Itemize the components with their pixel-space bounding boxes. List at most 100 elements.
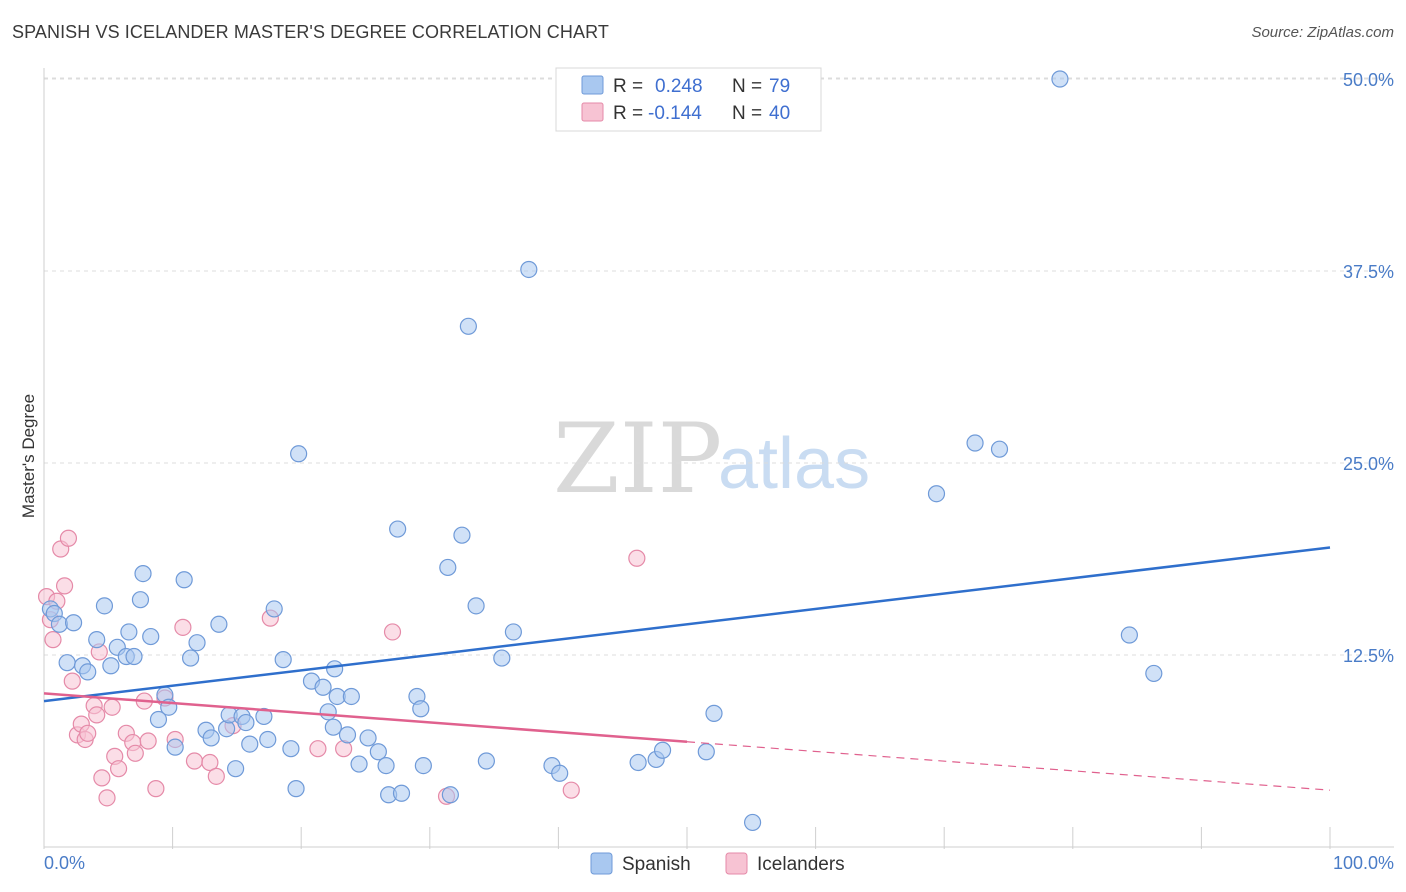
icelanders-point-30	[201, 753, 219, 772]
correlation-legend: R = 0.248 N = 79 R = -0.144 N = 40	[555, 67, 822, 132]
spanish-point-38	[287, 780, 305, 798]
spanish-point-14	[131, 591, 150, 609]
icelanders-point-22	[126, 744, 144, 762]
spanish-point-68	[551, 764, 569, 782]
icelanders-trend-extension	[686, 741, 1331, 791]
icelanders-point-31	[207, 767, 225, 785]
icelanders-point-28	[174, 618, 192, 636]
legend-icelanders-r-label: R =	[613, 103, 643, 124]
legend-icelanders-swatch	[581, 102, 604, 122]
spanish-point-59	[439, 558, 457, 577]
y-axis-label: Master's Degree	[19, 394, 38, 518]
spanish-point-4	[58, 654, 76, 672]
spanish-point-3	[64, 614, 83, 632]
spanish-point-72	[697, 743, 715, 761]
spanish-point-51	[377, 756, 395, 775]
y-tick-labels: 12.5% 25.0% 37.5% 50.0%	[1343, 70, 1394, 666]
icelanders-point-36	[383, 623, 402, 641]
icelanders-point-14	[88, 706, 106, 724]
spanish-point-47	[342, 687, 360, 706]
spanish-point-33	[255, 707, 273, 726]
icelanders-point-15	[93, 769, 111, 787]
icelanders-point-39	[628, 549, 646, 567]
y-tick-label-0: 12.5%	[1343, 646, 1394, 666]
icelanders-trend-line	[43, 692, 688, 744]
spanish-point-54	[392, 784, 411, 802]
spanish-point-20	[166, 738, 184, 756]
spanish-point-6	[79, 663, 97, 681]
spanish-point-36	[274, 651, 292, 669]
spanish-point-17	[149, 710, 168, 729]
spanish-point-2	[50, 615, 69, 633]
icelanders-point-17	[103, 698, 121, 716]
legend-spanish-r-value: 0.248	[655, 76, 703, 97]
legend-spanish-n-value: 79	[769, 76, 790, 97]
spanish-point-37	[282, 740, 300, 758]
spanish-point-61	[459, 317, 477, 335]
spanish-point-41	[314, 678, 332, 696]
spanish-point-65	[504, 623, 522, 641]
spanish-point-62	[467, 597, 485, 615]
spanish-point-43	[324, 718, 342, 736]
spanish-trend-line	[43, 546, 1331, 703]
icelanders-point-19	[109, 760, 128, 778]
spanish-point-56	[412, 700, 430, 718]
legend-spanish-r-label: R =	[613, 76, 643, 97]
spanish-point-12	[120, 623, 138, 641]
icelanders-point-34	[309, 740, 327, 758]
source-label: Source: ZipAtlas.com	[1251, 24, 1394, 41]
icelanders-point-25	[147, 780, 165, 798]
spanish-point-64	[493, 649, 511, 667]
spanish-point-22	[182, 649, 200, 667]
y-tick-label-3: 50.0%	[1343, 70, 1394, 90]
bottom-legend-spanish-label: Spanish	[622, 854, 691, 875]
spanish-point-76	[966, 434, 984, 452]
y-tick-label-2: 37.5%	[1343, 262, 1394, 282]
icelanders-point-24	[139, 732, 157, 750]
icelanders-point-6	[59, 529, 78, 547]
chart-title: SPANISH VS ICELANDER MASTER'S DEGREE COR…	[12, 22, 609, 42]
bottom-legend-icelanders-swatch	[725, 852, 748, 875]
spanish-point-34	[259, 730, 277, 749]
bottom-legend-icelanders-label: Icelanders	[757, 854, 845, 875]
spanish-point-63	[477, 752, 495, 770]
spanish-point-60	[453, 526, 471, 544]
spanish-point-66	[520, 260, 538, 279]
spanish-point-27	[218, 720, 236, 738]
spanish-point-77	[990, 440, 1009, 458]
spanish-point-80	[1145, 664, 1163, 683]
gridlines	[44, 77, 1394, 656]
spanish-point-32	[241, 735, 259, 753]
icelanders-point-16	[98, 789, 116, 807]
legend-spanish-swatch	[581, 75, 604, 95]
spanish-point-21	[175, 571, 193, 589]
spanish-point-29	[227, 760, 245, 778]
spanish-point-48	[350, 755, 368, 773]
spanish-point-44	[326, 660, 344, 678]
spanish-point-31	[237, 713, 255, 732]
legend-icelanders-n-label: N =	[732, 103, 762, 124]
spanish-point-74	[743, 813, 762, 832]
spanish-point-58	[441, 786, 459, 804]
x-tick-label-max: 100.0%	[1333, 853, 1394, 873]
spanish-point-50	[369, 743, 387, 761]
spanish-point-9	[102, 657, 120, 675]
icelanders-point-2	[44, 631, 62, 649]
axes	[43, 68, 1394, 849]
icelanders-point-5	[55, 577, 74, 595]
spanish-point-16	[142, 627, 160, 646]
spanish-point-78	[1051, 70, 1069, 88]
trend-lines	[43, 546, 1331, 791]
spanish-point-42	[319, 703, 337, 721]
watermark-atlas: atlas	[718, 424, 870, 504]
spanish-point-69	[629, 753, 647, 772]
y-tick-label-1: 25.0%	[1343, 454, 1394, 474]
spanish-point-39	[290, 445, 308, 463]
legend-icelanders-r-value: -0.144	[648, 103, 702, 124]
series-legend: Spanish Icelanders	[590, 852, 845, 875]
legend-icelanders-n-value: 40	[769, 103, 790, 124]
legend-spanish-n-label: N =	[732, 76, 762, 97]
spanish-point-79	[1120, 626, 1138, 644]
icelanders-point-38	[562, 781, 580, 799]
bottom-legend-spanish-swatch	[590, 852, 613, 875]
